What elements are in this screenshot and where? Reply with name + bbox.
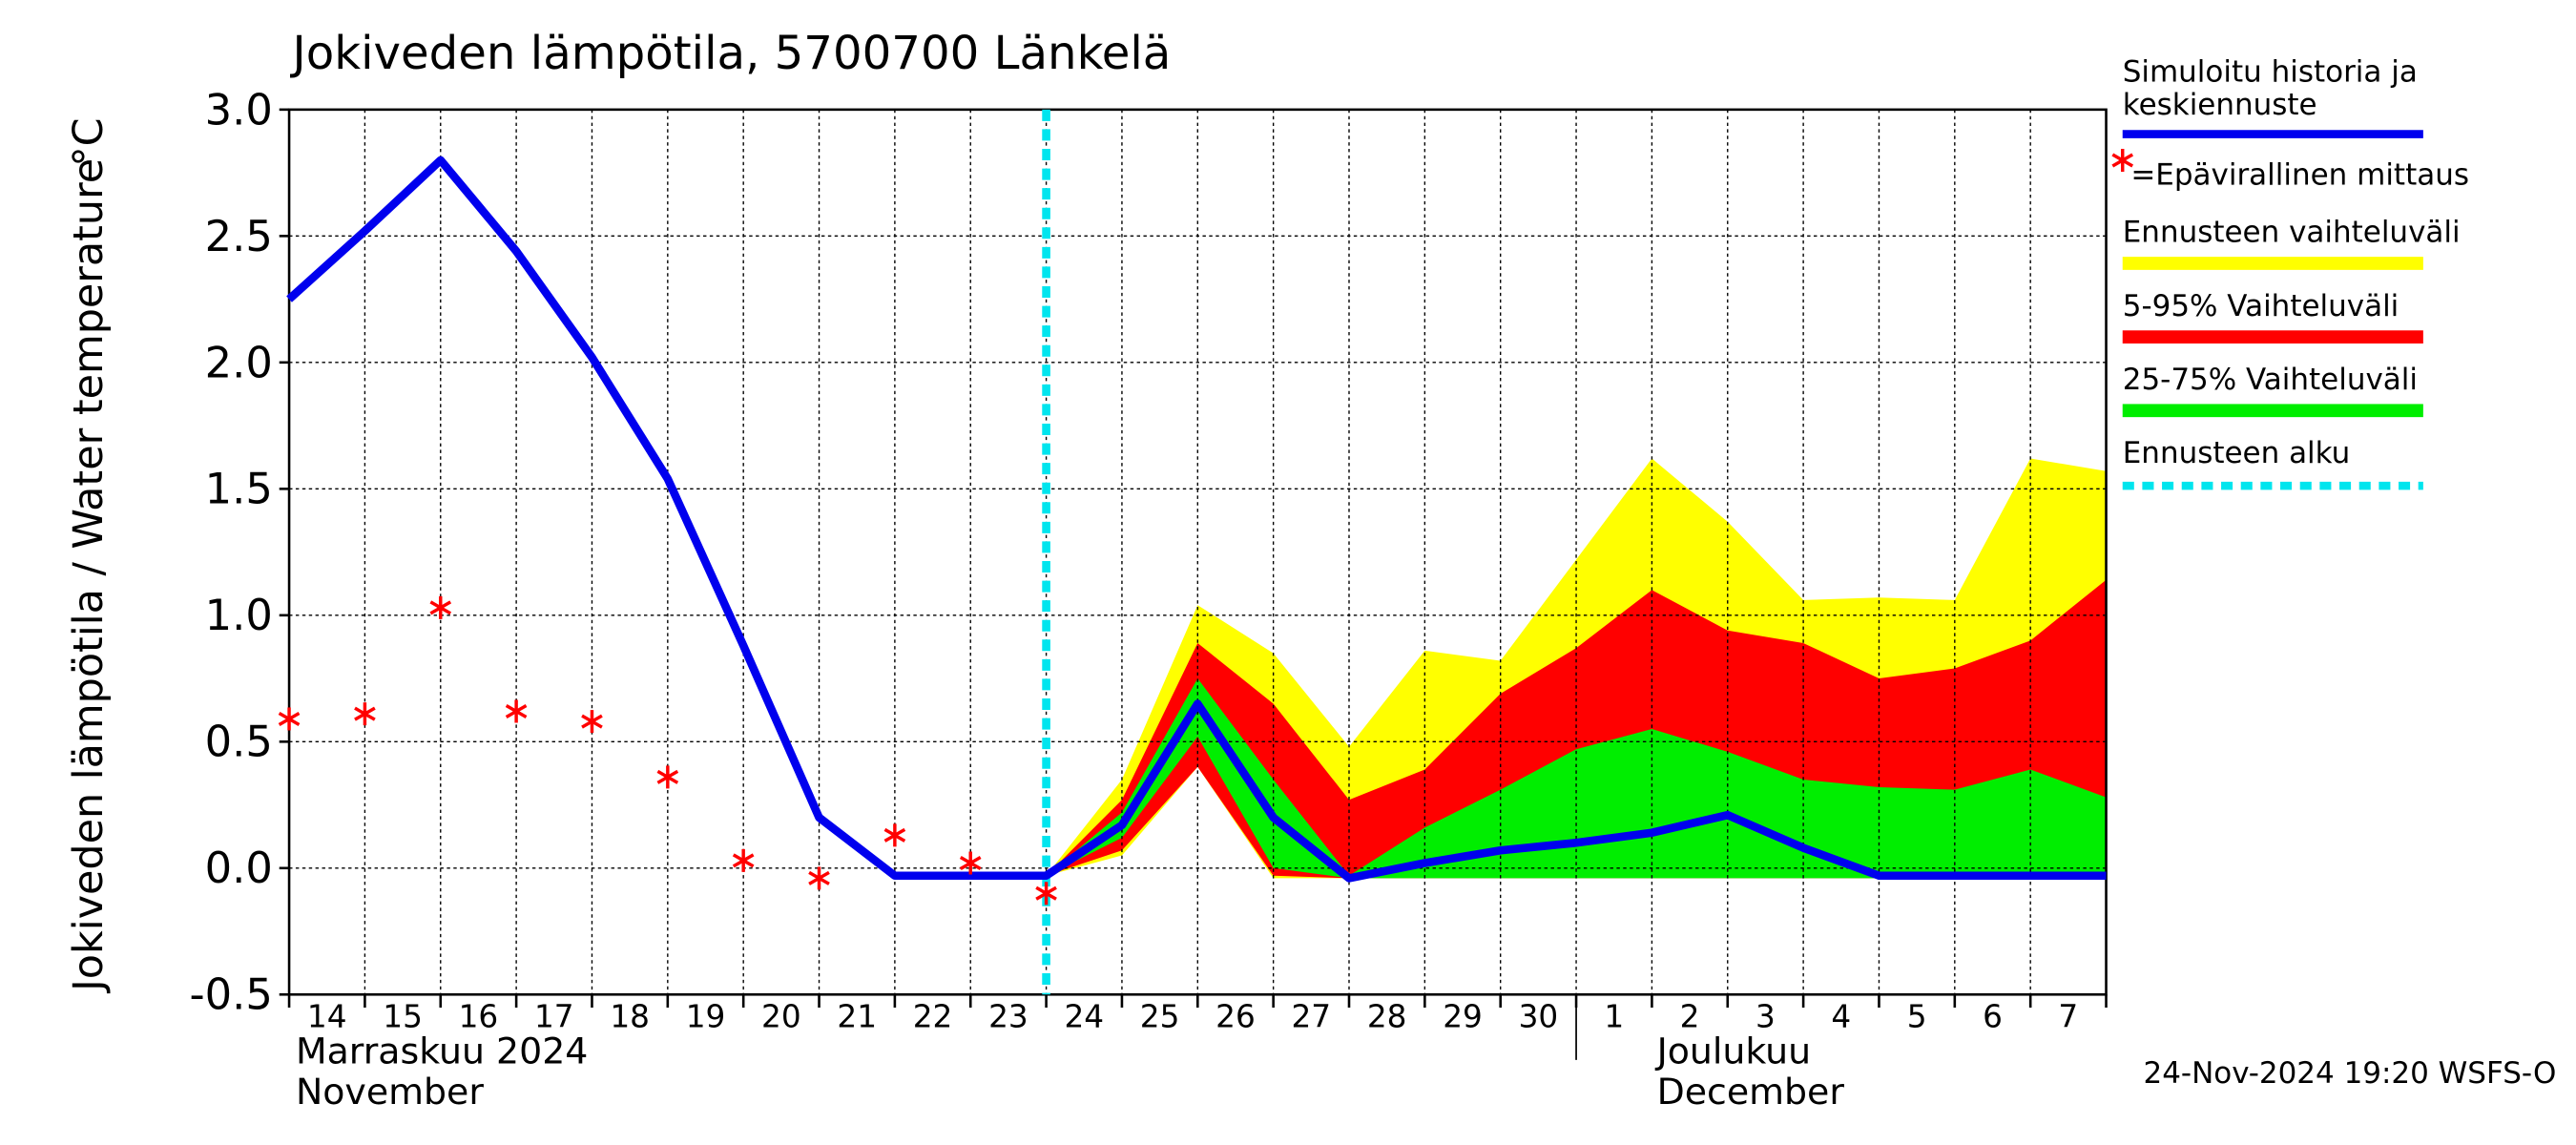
asterisk-stroke (1035, 885, 1057, 901)
y-tick-label: 0.0 (205, 843, 273, 893)
month-label: November (296, 1071, 484, 1113)
y-tick-label: -0.5 (190, 970, 273, 1020)
legend-label: 5-95% Vaihteluväli (2123, 289, 2399, 323)
line-series (286, 156, 2107, 883)
legend-label: 25-75% Vaihteluväli (2123, 363, 2418, 397)
x-tick-label: 2 (1680, 999, 1700, 1035)
legend-label: Simuloitu historia ja (2123, 55, 2418, 90)
x-tick-label: 20 (761, 999, 801, 1035)
x-tick-label: 14 (307, 999, 347, 1035)
asterisk-stroke (656, 769, 679, 784)
x-tick-label: 30 (1519, 999, 1559, 1035)
x-tick-label: 22 (913, 999, 953, 1035)
x-tick-label: 4 (1831, 999, 1851, 1035)
asterisk-stroke (808, 870, 830, 885)
asterisk-stroke (959, 856, 982, 870)
legend-label: =Epävirallinen mittaus (2130, 158, 2469, 193)
x-tick-label: 28 (1367, 999, 1407, 1035)
x-tick-label: 24 (1064, 999, 1104, 1035)
legend-label: Ennusteen alku (2123, 436, 2351, 470)
observation-marker (808, 866, 830, 890)
chart-title: Jokiveden lämpötila, 5700700 Länkelä (289, 27, 1171, 80)
observation-marker (354, 702, 376, 726)
month-label: December (1657, 1071, 1845, 1113)
y-tick-label: 2.5 (205, 212, 273, 261)
y-tick-label: 1.0 (205, 591, 273, 640)
x-tick-label: 15 (383, 999, 423, 1035)
legend-label: Ennusteen vaihteluväli (2123, 216, 2461, 250)
legend-label: keskiennuste (2123, 88, 2317, 122)
month-label: Joulukuu (1655, 1030, 1812, 1072)
x-tick-label: 17 (534, 999, 574, 1035)
x-tick-label: 29 (1443, 999, 1483, 1035)
x-tick-label: 23 (988, 999, 1028, 1035)
x-tick-label: 27 (1292, 999, 1332, 1035)
y-axis-label: Jokiveden lämpötila / Water temperature (65, 158, 113, 994)
asterisk-stroke (429, 600, 452, 615)
timestamp: 24-Nov-2024 19:20 WSFS-O (2144, 1056, 2557, 1091)
x-tick-label: 6 (1983, 999, 2003, 1035)
observation-marker (429, 595, 452, 619)
x-tick-label: 25 (1140, 999, 1180, 1035)
x-tick-label: 26 (1215, 999, 1256, 1035)
y-tick-label: 1.5 (205, 465, 273, 514)
asterisk-stroke (278, 711, 301, 726)
asterisk-stroke (2111, 153, 2134, 168)
observation-marker (581, 710, 603, 734)
asterisk-stroke (505, 704, 528, 718)
asterisk-stroke (732, 853, 755, 868)
observation-marker (883, 823, 906, 847)
x-tick-label: 19 (686, 999, 726, 1035)
x-tick-label: 1 (1604, 999, 1624, 1035)
observation-marker (656, 765, 679, 789)
asterisk-stroke (581, 714, 603, 729)
observation-marker (278, 707, 301, 731)
legend-swatch (2122, 404, 2423, 418)
x-tick-label: 3 (1755, 999, 1776, 1035)
legend-marker (2111, 149, 2134, 172)
legend-swatch (2122, 257, 2423, 270)
x-tick-label: 21 (837, 999, 877, 1035)
x-tick-label: 5 (1907, 999, 1927, 1035)
observation-marker (505, 699, 528, 723)
month-label: Marraskuu 2024 (296, 1030, 588, 1072)
observation-marker (959, 851, 982, 875)
y-tick-label: 2.0 (205, 338, 273, 387)
y-axis-unit: °C (65, 117, 113, 166)
y-tick-label: 0.5 (205, 718, 273, 767)
asterisk-stroke (354, 706, 376, 721)
x-tick-label: 16 (459, 999, 499, 1035)
observation-marker (732, 848, 755, 872)
x-tick-label: 7 (2058, 999, 2078, 1035)
y-tick-label: 3.0 (205, 85, 273, 135)
observation-marker (1035, 882, 1057, 906)
x-tick-label: 18 (610, 999, 650, 1035)
asterisk-stroke (883, 827, 906, 843)
legend-swatch (2122, 330, 2423, 344)
